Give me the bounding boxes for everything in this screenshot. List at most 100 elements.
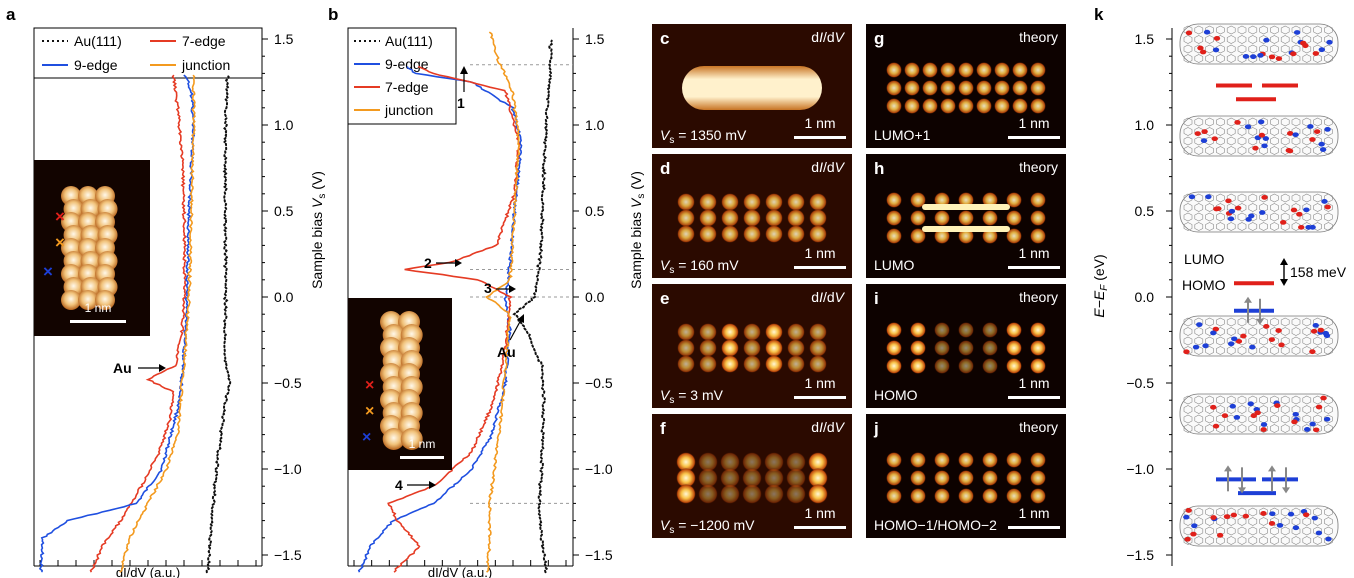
molecule-lobe bbox=[904, 62, 920, 78]
orbital-lobe bbox=[1215, 206, 1222, 212]
orbital-lobe bbox=[1259, 210, 1266, 215]
orbital-lobe bbox=[1302, 43, 1309, 49]
molecule-lobe bbox=[720, 452, 740, 472]
molecule-lobe bbox=[958, 452, 974, 468]
y-tick-label: 0.5 bbox=[1135, 203, 1155, 219]
molecule-lobe bbox=[922, 62, 938, 78]
molecule-lobe bbox=[1030, 322, 1046, 338]
molecule-lobe bbox=[721, 209, 739, 227]
scalebar-label: 1 nm bbox=[1018, 375, 1049, 391]
orbital-molecule bbox=[1179, 315, 1339, 357]
y-axis-ticks: 1.5 1.0 0.5 0.0 −0.5 −1.0 −1.5 bbox=[1126, 31, 1172, 563]
molecule-lobe bbox=[886, 452, 902, 468]
molecule-lobe bbox=[934, 322, 950, 338]
energy-levels bbox=[1216, 83, 1298, 496]
orbital-lobe bbox=[1252, 145, 1259, 151]
orbital-lobe bbox=[1315, 530, 1323, 536]
molecule-lobe bbox=[698, 484, 718, 504]
molecule-lobe bbox=[765, 193, 783, 211]
image-label: Vs = 3 mV bbox=[660, 387, 724, 406]
molecule-lobe bbox=[982, 340, 998, 356]
molecule-lobe bbox=[886, 470, 902, 486]
orbital-lobe bbox=[1210, 404, 1217, 410]
orbital-lobe bbox=[1192, 344, 1200, 350]
y-tick-label: −1.5 bbox=[1126, 547, 1154, 563]
x-axis-label: dI/dV (a.u.) bbox=[428, 565, 492, 578]
y-tick-label: −1.0 bbox=[1126, 461, 1154, 477]
molecule-lobe bbox=[1030, 340, 1046, 356]
molecule-lobe bbox=[61, 290, 81, 310]
svg-text:2: 2 bbox=[424, 255, 432, 271]
image-label: HOMO−1/HOMO−2 bbox=[874, 517, 997, 533]
panel-letter: k bbox=[1094, 5, 1104, 24]
molecule-lobe bbox=[1012, 62, 1028, 78]
molecule-lobe bbox=[787, 339, 805, 357]
image-panel-i: i theory HOMO 1 nm bbox=[866, 284, 1066, 408]
molecule-lobe bbox=[1030, 452, 1046, 468]
image-tag: theory bbox=[1019, 159, 1058, 175]
orbital-lobe bbox=[1318, 141, 1325, 147]
cross-blue: × bbox=[362, 429, 371, 446]
panel-letter: d bbox=[660, 159, 670, 178]
molecule-lobe bbox=[886, 192, 902, 208]
molecule-lobe bbox=[699, 355, 717, 373]
orbital-lobe bbox=[1286, 148, 1294, 154]
orbital-lobe bbox=[1185, 508, 1192, 513]
orbital-molecule bbox=[1179, 393, 1339, 435]
scalebar bbox=[794, 526, 846, 529]
orbital-lobe bbox=[1210, 515, 1217, 520]
orbital-lobe bbox=[1260, 427, 1267, 432]
plot-curves bbox=[38, 74, 232, 574]
y-tick-label: −0.5 bbox=[274, 375, 302, 391]
molecule-lobe bbox=[400, 428, 423, 450]
molecule-lobe bbox=[958, 98, 974, 114]
peak-2: 2 bbox=[424, 255, 462, 271]
molecule-lobe bbox=[910, 452, 926, 468]
orbital-lobe bbox=[1313, 427, 1320, 433]
molecule-lobe bbox=[982, 210, 998, 226]
y-tick-label: 0.0 bbox=[585, 289, 605, 305]
molecule-lobe bbox=[786, 452, 806, 472]
label-homo: HOMO bbox=[1182, 277, 1226, 293]
molecule-lobe bbox=[994, 80, 1010, 96]
orbital-lobe bbox=[1197, 45, 1204, 51]
molecule-lobe bbox=[742, 452, 762, 472]
orbital-lobe bbox=[1280, 219, 1287, 225]
molecule-lobe bbox=[809, 209, 827, 227]
molecule-lobe bbox=[698, 452, 718, 472]
y-axis-ticks: 1.5 1.0 0.5 0.0 −0.5 −1.0 −1.5 bbox=[262, 31, 302, 563]
orbital-lobe bbox=[1305, 224, 1312, 230]
molecule-lobe bbox=[743, 339, 761, 357]
molecule-lobe bbox=[743, 193, 761, 211]
orbital-lobe bbox=[1260, 511, 1267, 516]
orbital-lobe bbox=[1275, 56, 1283, 62]
molecule-lobe bbox=[677, 209, 695, 227]
molecule-lobe bbox=[78, 290, 98, 310]
annotation-au: Au bbox=[113, 360, 132, 376]
scalebar bbox=[794, 266, 846, 269]
y-tick-label: 0.5 bbox=[585, 203, 605, 219]
molecule-lobe bbox=[940, 62, 956, 78]
y-tick-label: −1.5 bbox=[274, 547, 302, 563]
molecule-lobe bbox=[743, 225, 761, 243]
molecule-lobe bbox=[1030, 80, 1046, 96]
orbital-lobe bbox=[1199, 49, 1207, 55]
molecule-lobe bbox=[1006, 322, 1022, 338]
molecule-lobe bbox=[721, 339, 739, 357]
scalebar bbox=[1008, 526, 1060, 529]
orbital-lobe bbox=[1216, 532, 1224, 538]
molecule-blobs bbox=[61, 186, 118, 310]
orbital-lobe bbox=[1287, 511, 1295, 517]
molecule-lobe bbox=[786, 484, 806, 504]
image-tag: dI/dV bbox=[811, 419, 845, 435]
orbital-lobe bbox=[1321, 199, 1328, 204]
orbital-lobe bbox=[1203, 29, 1211, 35]
molecule-lobe bbox=[1012, 98, 1028, 114]
molecule-lobe bbox=[886, 98, 902, 114]
molecule-lobe bbox=[809, 355, 827, 373]
orbital-lobe bbox=[1247, 401, 1254, 407]
legend-entry-9edge: 9-edge bbox=[42, 57, 118, 73]
annotation-au: Au bbox=[497, 314, 524, 360]
molecule-lobe bbox=[699, 225, 717, 243]
orbital-lobe bbox=[1245, 216, 1252, 222]
